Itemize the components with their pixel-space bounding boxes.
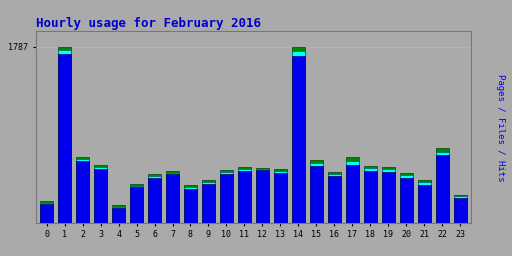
- Bar: [346, 165, 358, 223]
- Bar: [58, 54, 71, 223]
- Bar: [400, 175, 413, 223]
- Bar: [238, 171, 251, 223]
- Bar: [130, 186, 143, 223]
- Bar: [166, 175, 179, 223]
- Bar: [148, 178, 161, 223]
- Bar: [94, 169, 107, 223]
- Bar: [238, 169, 251, 223]
- Bar: [40, 201, 53, 223]
- Bar: [184, 189, 197, 223]
- Bar: [418, 185, 431, 223]
- Bar: [76, 162, 89, 223]
- Bar: [346, 157, 358, 223]
- Bar: [112, 207, 125, 223]
- Bar: [292, 56, 305, 223]
- Bar: [310, 166, 323, 223]
- Bar: [382, 172, 395, 223]
- Bar: [202, 182, 215, 223]
- Bar: [112, 208, 125, 223]
- Bar: [418, 180, 431, 223]
- Bar: [184, 187, 197, 223]
- Bar: [256, 168, 269, 223]
- Bar: [220, 170, 233, 223]
- Bar: [94, 167, 107, 223]
- Bar: [148, 175, 161, 223]
- Bar: [166, 173, 179, 223]
- Bar: [454, 196, 466, 223]
- Text: Hourly usage for February 2016: Hourly usage for February 2016: [36, 17, 261, 29]
- Bar: [220, 172, 233, 223]
- Bar: [400, 173, 413, 223]
- Bar: [382, 169, 395, 223]
- Bar: [220, 174, 233, 223]
- Bar: [328, 176, 340, 223]
- Bar: [418, 182, 431, 223]
- Bar: [274, 173, 287, 223]
- Bar: [364, 168, 377, 223]
- Bar: [256, 170, 269, 223]
- Bar: [40, 202, 53, 223]
- Bar: [274, 169, 287, 223]
- Bar: [58, 47, 71, 223]
- Bar: [112, 206, 125, 223]
- Bar: [148, 176, 161, 223]
- Bar: [454, 195, 466, 223]
- Bar: [58, 50, 71, 223]
- Text: Pages / Files / Hits: Pages / Files / Hits: [496, 74, 505, 182]
- Bar: [76, 157, 89, 223]
- Bar: [184, 185, 197, 223]
- Bar: [436, 148, 449, 223]
- Bar: [292, 51, 305, 223]
- Bar: [436, 155, 449, 223]
- Bar: [400, 178, 413, 223]
- Bar: [364, 171, 377, 223]
- Bar: [310, 160, 323, 223]
- Bar: [202, 180, 215, 223]
- Bar: [346, 162, 358, 223]
- Bar: [256, 168, 269, 223]
- Bar: [328, 172, 340, 223]
- Bar: [130, 187, 143, 223]
- Bar: [202, 184, 215, 223]
- Bar: [364, 166, 377, 223]
- Bar: [238, 167, 251, 223]
- Bar: [166, 170, 179, 223]
- Bar: [436, 152, 449, 223]
- Bar: [94, 165, 107, 223]
- Bar: [310, 163, 323, 223]
- Bar: [454, 198, 466, 223]
- Bar: [292, 47, 305, 223]
- Bar: [130, 184, 143, 223]
- Bar: [274, 171, 287, 223]
- Bar: [40, 204, 53, 223]
- Bar: [328, 174, 340, 223]
- Bar: [382, 167, 395, 223]
- Bar: [76, 159, 89, 223]
